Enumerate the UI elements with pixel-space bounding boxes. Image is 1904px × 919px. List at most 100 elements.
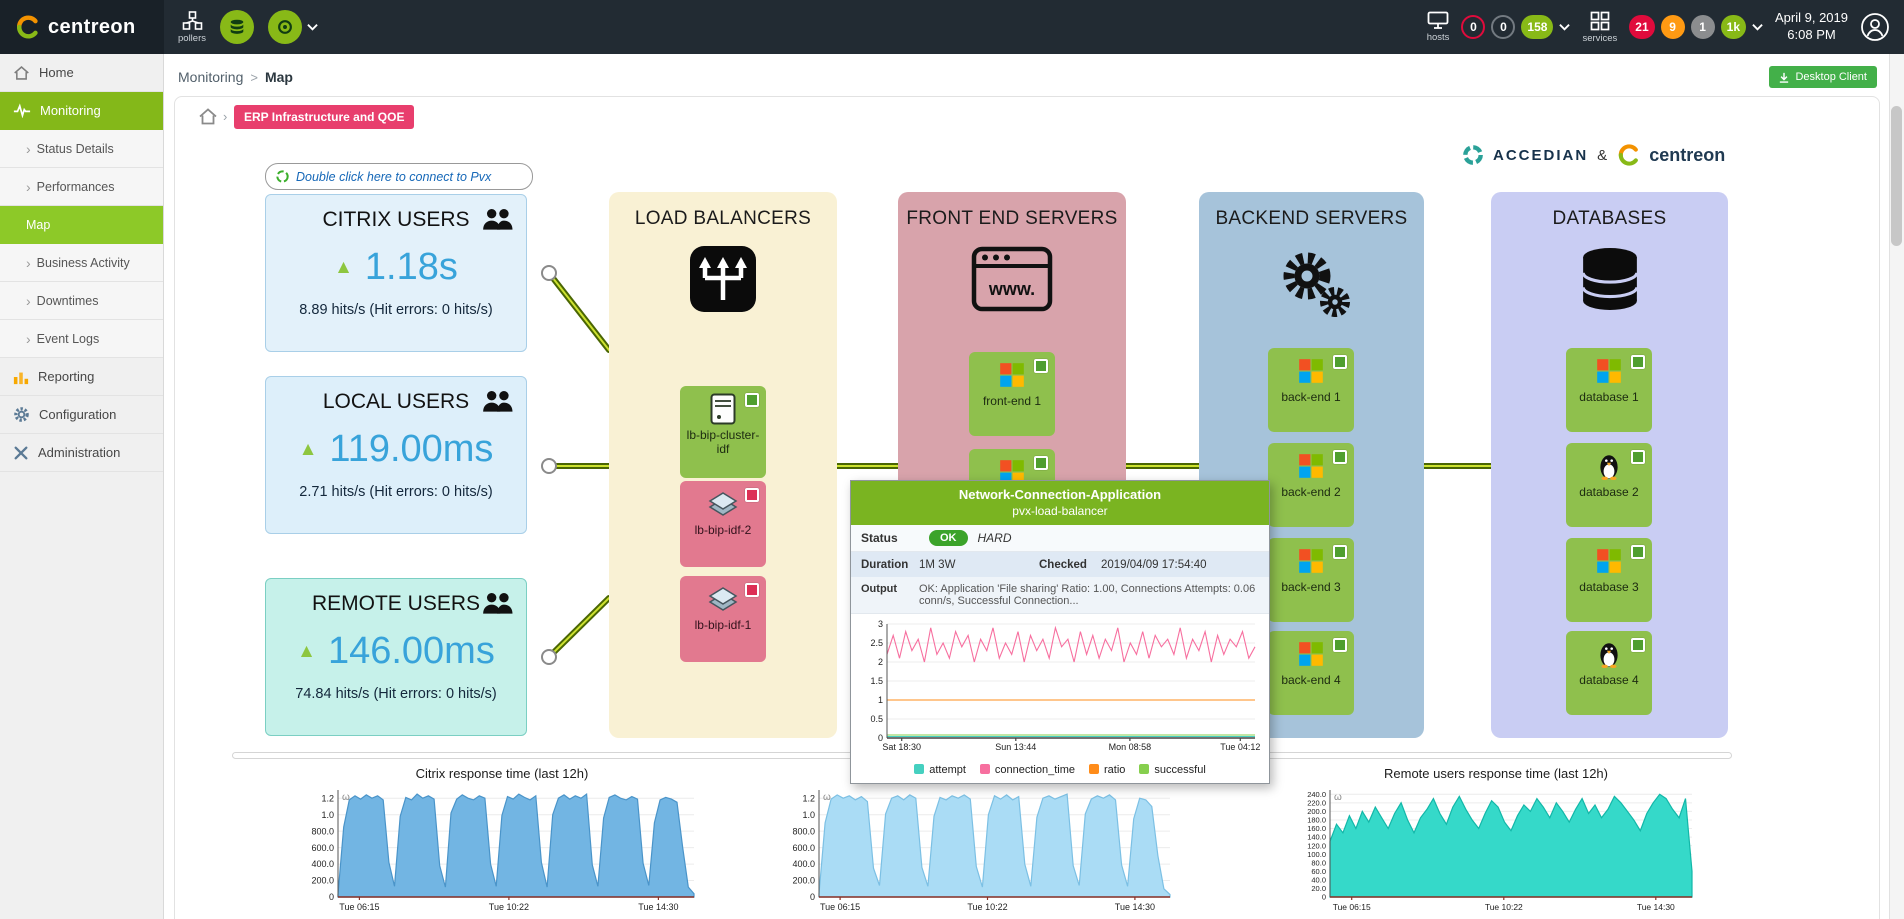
tooltip-status-row: Status OK HARD — [851, 525, 1269, 552]
map-home-icon[interactable] — [198, 107, 218, 126]
vendor-logos: ACCEDIAN & centreon — [1462, 143, 1725, 167]
pollers-icon — [182, 10, 202, 30]
legend-label: successful — [1154, 764, 1206, 776]
chevron-down-icon[interactable] — [1559, 23, 1570, 31]
sidebar-item-administration[interactable]: Administration — [0, 434, 163, 472]
panel-title: FRONT END SERVERS — [906, 208, 1118, 229]
chevron-down-icon[interactable] — [1752, 23, 1763, 31]
time-text: 6:08 PM — [1787, 27, 1836, 42]
node-database-1[interactable]: database 1 — [1566, 348, 1652, 432]
node-back-end-2[interactable]: back-end 2 — [1268, 443, 1354, 527]
sidebar-item-home[interactable]: Home — [0, 54, 163, 92]
map-name-badge[interactable]: ERP Infrastructure and QOE — [234, 105, 415, 129]
services-ok-badge[interactable]: 1k — [1720, 15, 1746, 39]
sidebar-item-performances[interactable]: › Performances — [0, 168, 163, 206]
sidebar-item-downtimes[interactable]: › Downtimes — [0, 282, 163, 320]
load-balancer-icon — [690, 246, 756, 312]
duration-label: Duration — [861, 558, 909, 571]
breadcrumb-separator: > — [250, 69, 258, 85]
poller-latency-status-button[interactable] — [268, 10, 302, 44]
node-front-end-1[interactable]: front-end 1 — [969, 352, 1055, 436]
svg-text:Mon 08:58: Mon 08:58 — [1109, 742, 1152, 752]
svg-text:0: 0 — [329, 892, 334, 902]
svg-text:ω: ω — [823, 792, 831, 803]
status-square-ok[interactable] — [1333, 638, 1347, 652]
poller-database-status-button[interactable] — [220, 10, 254, 44]
sidebar-item-business-activity[interactable]: › Business Activity — [0, 244, 163, 282]
node-lb-bip-idf-2[interactable]: lb-bip-idf-2 — [680, 481, 766, 567]
sidebar-item-map[interactable]: Map — [0, 206, 163, 244]
hosts-up-badge[interactable]: 158 — [1521, 15, 1554, 39]
pollers-menu[interactable]: pollers — [178, 10, 206, 44]
desktop-client-button[interactable]: Desktop Client — [1769, 66, 1877, 88]
tooltip-header: Network-Connection-Application pvx-load-… — [851, 481, 1269, 525]
node-back-end-4[interactable]: back-end 4 — [1268, 631, 1354, 715]
home-icon — [14, 65, 29, 80]
node-back-end-3[interactable]: back-end 3 — [1268, 538, 1354, 622]
status-square-ok[interactable] — [1631, 638, 1645, 652]
services-warning-badge[interactable]: 9 — [1660, 15, 1685, 39]
remote-chart-title: Remote users response time (last 12h) — [1384, 766, 1608, 781]
status-square-ok[interactable] — [1631, 545, 1645, 559]
scrollbar-thumb[interactable] — [1891, 106, 1902, 246]
node-label: database 1 — [1579, 390, 1639, 404]
linux-tux-icon — [1597, 640, 1621, 668]
status-square-ok[interactable] — [745, 393, 759, 407]
vertical-scrollbar[interactable] — [1889, 54, 1904, 919]
service-tooltip: Network-Connection-Application pvx-load-… — [850, 480, 1270, 784]
status-square-ok[interactable] — [1631, 355, 1645, 369]
sidebar-item-status-details[interactable]: › Status Details — [0, 130, 163, 168]
breadcrumb-map[interactable]: Map — [264, 69, 293, 85]
chevron-down-icon[interactable] — [307, 23, 318, 31]
sidebar-item-reporting[interactable]: Reporting — [0, 358, 163, 396]
sidebar-item-label: Event Logs — [36, 331, 100, 346]
status-square-ok[interactable] — [1034, 456, 1048, 470]
sidebar-item-label: Configuration — [39, 407, 117, 422]
hosts-menu[interactable]: hosts — [1427, 11, 1449, 43]
legend-item: attempt — [914, 764, 966, 776]
status-square-critical[interactable] — [745, 583, 759, 597]
services-critical-badge[interactable]: 21 — [1629, 15, 1655, 39]
status-square-ok[interactable] — [1631, 450, 1645, 464]
user-account-icon[interactable] — [1860, 12, 1890, 42]
services-label: services — [1582, 32, 1618, 44]
status-ok-badge: OK — [929, 530, 968, 546]
svg-text:2.5: 2.5 — [870, 638, 883, 648]
services-menu[interactable]: services — [1582, 11, 1617, 44]
desktop-client-label: Desktop Client — [1795, 71, 1867, 83]
svg-text:ω: ω — [342, 792, 350, 803]
node-database-2[interactable]: database 2 — [1566, 443, 1652, 527]
citrix-users-box[interactable]: CITRIX USERS ▲ 1.18s 8.89 hits/s (Hit er… — [265, 194, 527, 352]
local-users-box[interactable]: LOCAL USERS ▲ 119.00ms 2.71 hits/s (Hit … — [265, 376, 527, 534]
centreon-logo[interactable]: centreon — [0, 0, 164, 54]
node-lb-bip-cluster-idf[interactable]: lb-bip-cluster-idf — [680, 386, 766, 478]
breadcrumb-monitoring[interactable]: Monitoring — [178, 69, 244, 85]
node-database-4[interactable]: database 4 — [1566, 631, 1652, 715]
services-unknown-badge[interactable]: 1 — [1690, 15, 1715, 39]
hosts-down-badge[interactable]: 0 — [1461, 15, 1486, 39]
status-square-ok[interactable] — [1333, 545, 1347, 559]
svg-text:800.0: 800.0 — [792, 826, 815, 836]
pvx-connect-hint[interactable]: Double click here to connect to Pvx — [265, 163, 533, 190]
panel-title: BACKEND SERVERS — [1215, 208, 1408, 229]
status-square-critical[interactable] — [745, 488, 759, 502]
status-square-ok[interactable] — [1333, 450, 1347, 464]
sidebar-item-event-logs[interactable]: › Event Logs — [0, 320, 163, 358]
svg-text:1.5: 1.5 — [870, 676, 883, 686]
status-square-ok[interactable] — [1034, 359, 1048, 373]
sidebar-item-configuration[interactable]: Configuration — [0, 396, 163, 434]
chevron-right-icon: › — [26, 254, 31, 271]
node-lb-bip-idf-1[interactable]: lb-bip-idf-1 — [680, 576, 766, 662]
sidebar-item-monitoring[interactable]: Monitoring — [0, 92, 163, 130]
reporting-icon — [13, 372, 29, 384]
hosts-unreachable-badge[interactable]: 0 — [1491, 15, 1516, 39]
tooltip-chart-legend: attempt connection_time ratio successful — [851, 757, 1269, 783]
date-text: April 9, 2019 — [1775, 10, 1848, 26]
status-square-ok[interactable] — [1333, 355, 1347, 369]
node-database-3[interactable]: database 3 — [1566, 538, 1652, 622]
svg-text:140.0: 140.0 — [1307, 833, 1326, 842]
remote-users-box[interactable]: REMOTE USERS ▲ 146.00ms 74.84 hits/s (Hi… — [265, 578, 527, 736]
checked-value: 2019/04/09 17:54:40 — [1101, 558, 1207, 571]
legend-item: successful — [1139, 764, 1206, 776]
node-back-end-1[interactable]: back-end 1 — [1268, 348, 1354, 432]
